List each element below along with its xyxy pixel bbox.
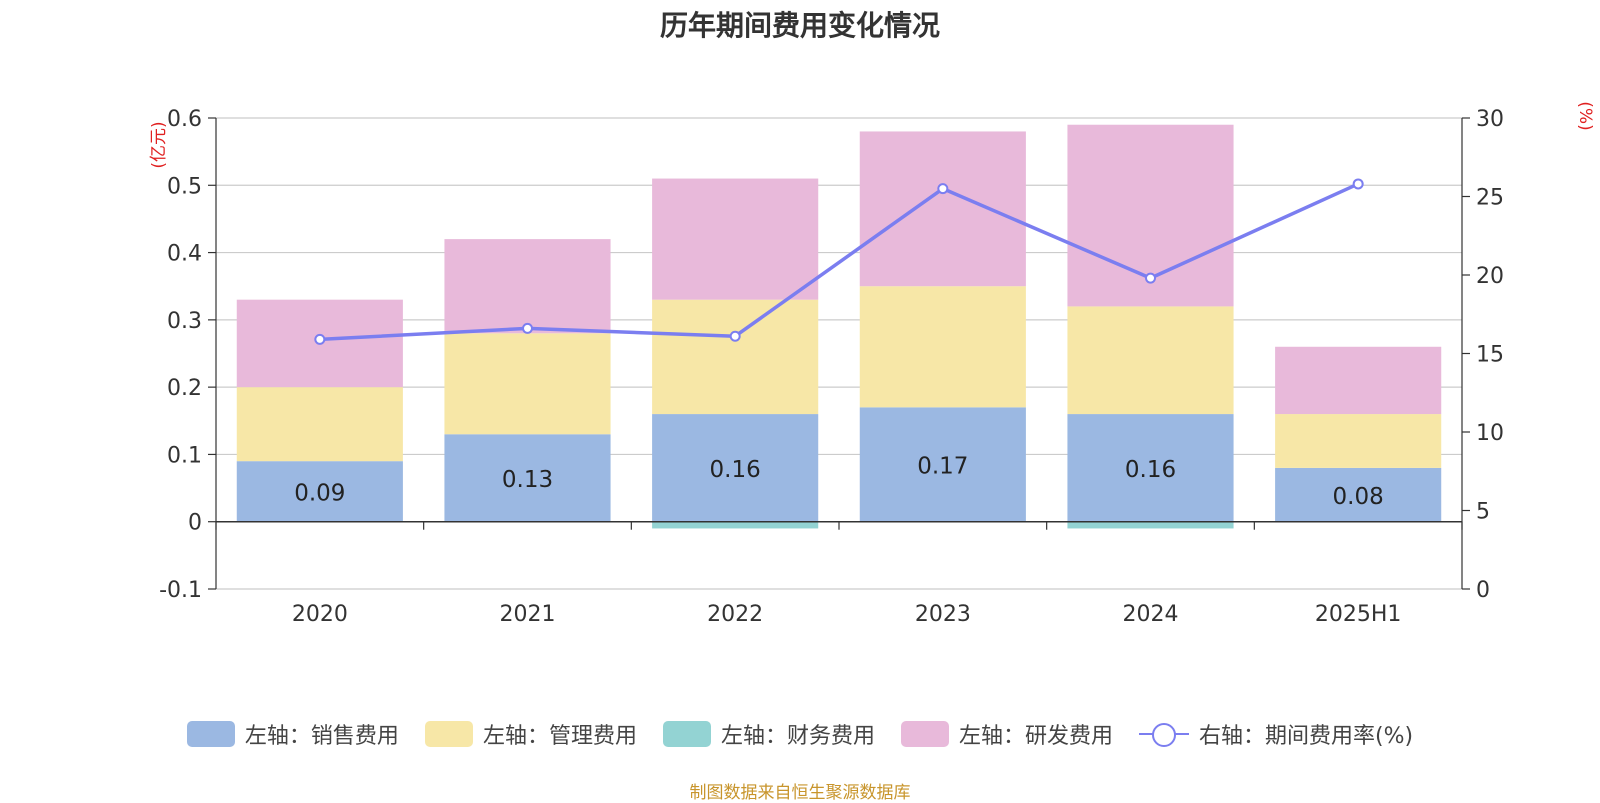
label-layer: 0.09 0.13 0.16 0.17 0.16 0.08	[294, 454, 1384, 510]
bar-segment	[652, 178, 819, 300]
legend-line-marker-icon	[1138, 721, 1189, 747]
rate-line	[319, 182, 1359, 342]
bar-segment	[652, 414, 819, 522]
right-axis-unit: (%)	[1575, 101, 1595, 130]
bar-segment	[652, 299, 819, 415]
legend-label-sales: 左轴：销售费用	[244, 724, 399, 749]
bar-layer	[236, 124, 1442, 529]
legend: 左轴：销售费用 左轴：管理费用 左轴：财务费用 左轴：研发费用 右轴：期间费用率…	[0, 718, 1600, 750]
left-tick-label: 0	[188, 511, 202, 536]
right-tick-label: 20	[1476, 264, 1504, 289]
left-tick-label: 0.4	[167, 242, 202, 267]
left-tick-label: 0.1	[167, 443, 202, 468]
bar-segment	[444, 239, 611, 334]
bar-segment	[859, 286, 1026, 408]
data-label: 0.17	[917, 454, 968, 480]
rate-point	[522, 322, 533, 334]
data-label: 0.08	[1333, 484, 1384, 510]
data-label: 0.16	[710, 457, 761, 483]
bar-segment-negative	[652, 521, 819, 529]
rate-point	[729, 330, 741, 342]
legend-label-rd: 左轴：研发费用	[958, 724, 1113, 749]
bar-segment	[236, 461, 403, 522]
category-label: 2023	[915, 602, 971, 627]
category-label: 2020	[292, 602, 348, 627]
right-tick-label: 15	[1476, 343, 1504, 368]
bar-segment	[859, 131, 1026, 287]
legend-item-rate[interactable]: 右轴：期间费用率(%)	[1138, 718, 1414, 750]
right-tick-label: 25	[1476, 186, 1504, 211]
rate-point	[1352, 178, 1364, 190]
bar-segment-negative	[1067, 521, 1234, 529]
source-note: 制图数据来自恒生聚源数据库	[689, 783, 911, 803]
bar-segment	[1067, 306, 1234, 415]
legend-item-sales[interactable]: 左轴：销售费用	[186, 718, 399, 750]
legend-swatch-rd	[900, 721, 949, 747]
bar-segment	[1275, 467, 1442, 522]
legend-swatch-admin	[424, 721, 473, 747]
right-tick-label: 30	[1476, 107, 1504, 132]
chart-area: -0.1 0 0.1 0.2 0.3 0.4 0.5 0.6 0 5 10 15 20 25 30 2020 2…	[149, 101, 1595, 627]
legend-swatch-sales	[186, 721, 235, 747]
legend-item-admin[interactable]: 左轴：管理费用	[424, 718, 637, 750]
bar-segment	[236, 387, 403, 462]
bar-segment	[1067, 414, 1234, 522]
bar-segment	[859, 407, 1026, 522]
legend-label-rate: 右轴：期间费用率(%)	[1198, 724, 1414, 749]
rate-point	[1145, 272, 1156, 284]
legend-label-admin: 左轴：管理费用	[482, 724, 637, 749]
rate-point	[937, 183, 949, 195]
legend-swatch-finance	[662, 721, 711, 747]
category-label: 2022	[707, 602, 763, 627]
line-layer	[314, 178, 1364, 345]
category-label: 2025H1	[1315, 602, 1402, 627]
bar-segment	[1275, 414, 1442, 468]
bar-segment	[1275, 346, 1442, 415]
legend-item-finance[interactable]: 左轴：财务费用	[662, 718, 875, 750]
data-label: 0.13	[502, 467, 553, 493]
left-axis-unit: (亿元)	[149, 121, 169, 168]
legend-label-finance: 左轴：财务费用	[720, 724, 875, 749]
axis-layer: -0.1 0 0.1 0.2 0.3 0.4 0.5 0.6 0 5 10 15 20 25 30 2020 2…	[159, 107, 1504, 627]
left-tick-label: 0.3	[167, 309, 202, 334]
bar-segment	[444, 333, 611, 435]
data-label: 0.16	[1125, 457, 1176, 483]
bar-segment	[444, 434, 611, 522]
rate-point	[314, 333, 326, 345]
left-tick-label: 0.5	[167, 174, 202, 199]
data-label: 0.09	[294, 480, 345, 506]
chart-title: 历年期间费用变化情况	[659, 9, 940, 42]
right-tick-label: 5	[1476, 500, 1490, 525]
left-tick-label: 0.6	[167, 107, 202, 132]
category-label: 2021	[500, 602, 556, 627]
left-tick-label: -0.1	[159, 578, 202, 603]
left-tick-label: 0.2	[167, 376, 202, 401]
category-label: 2024	[1123, 602, 1179, 627]
right-tick-label: 0	[1476, 578, 1490, 603]
right-tick-label: 10	[1476, 421, 1504, 446]
legend-item-rd[interactable]: 左轴：研发费用	[900, 718, 1113, 750]
